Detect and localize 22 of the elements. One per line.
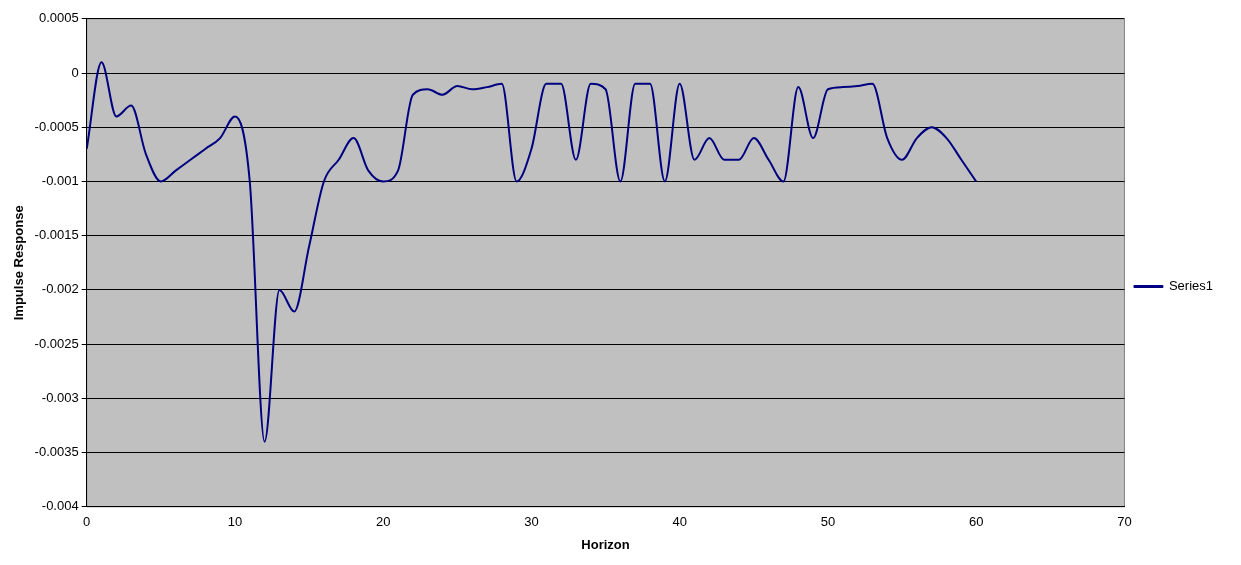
legend-label: Series1 — [1168, 278, 1213, 294]
y-axis-title: Impulse Response — [11, 205, 27, 321]
y-tick-label: -0.0005 — [34, 118, 79, 134]
x-tick-label: 10 — [227, 514, 243, 530]
line-series — [86, 61, 978, 443]
x-tick-label: 0 — [83, 514, 91, 530]
x-tick-label: 60 — [968, 514, 984, 530]
y-tick-label: -0.0015 — [34, 227, 79, 243]
y-tick-label: -0.002 — [41, 281, 79, 297]
y-tick-label: -0.001 — [41, 173, 79, 189]
x-tick-label: 50 — [820, 514, 836, 530]
y-tick-label: -0.004 — [41, 498, 79, 514]
y-tick-label: -0.0025 — [34, 335, 79, 351]
x-tick-label: 20 — [375, 514, 391, 530]
y-tick-label: -0.003 — [41, 389, 79, 405]
x-tick-label: 30 — [524, 514, 539, 530]
y-tick-label: -0.0035 — [34, 444, 79, 460]
y-tick-label: 0.0005 — [38, 10, 79, 26]
x-tick-label: 40 — [672, 514, 687, 530]
x-axis-title: Horizon — [581, 536, 630, 552]
x-tick-label: 70 — [1117, 514, 1132, 530]
y-tick-label: 0 — [71, 64, 79, 80]
